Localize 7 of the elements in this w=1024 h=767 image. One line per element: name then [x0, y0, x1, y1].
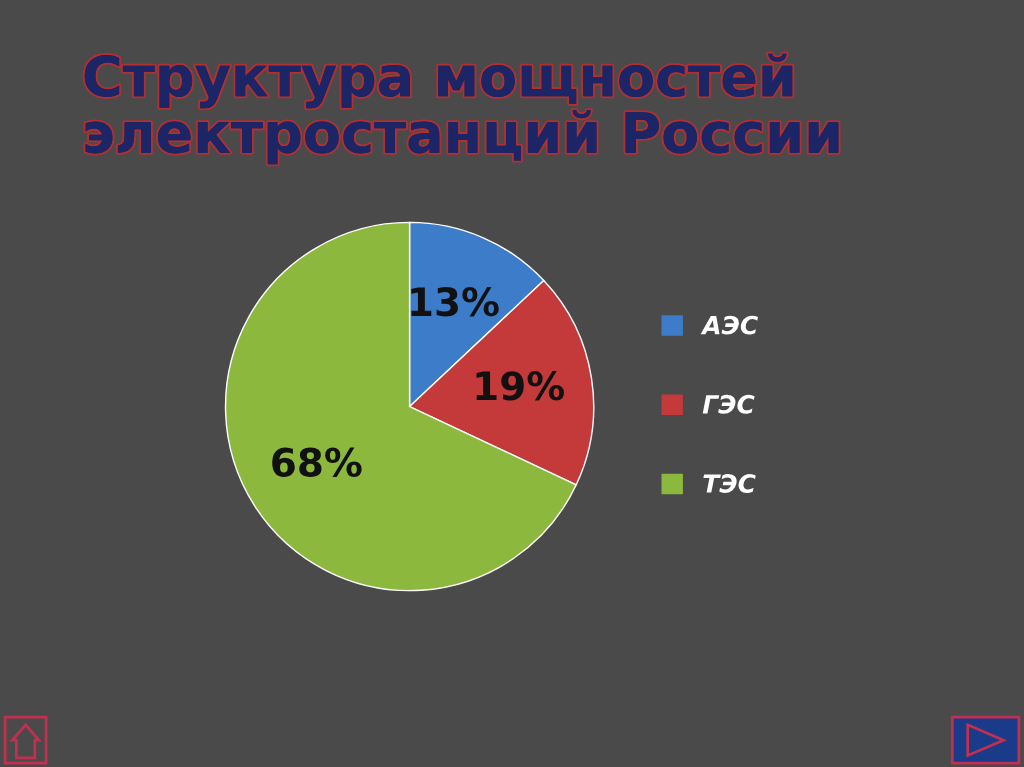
- chart-title: Структура мощностей электростанций России: [84, 53, 839, 165]
- data-label: 19%: [476, 371, 564, 401]
- data-label: 13%: [411, 287, 499, 317]
- legend-label: ГЭС: [702, 394, 755, 414]
- legend-label: ТЭС: [703, 474, 756, 493]
- legend-label: АЭС: [700, 315, 758, 335]
- data-label: 68%: [272, 447, 362, 477]
